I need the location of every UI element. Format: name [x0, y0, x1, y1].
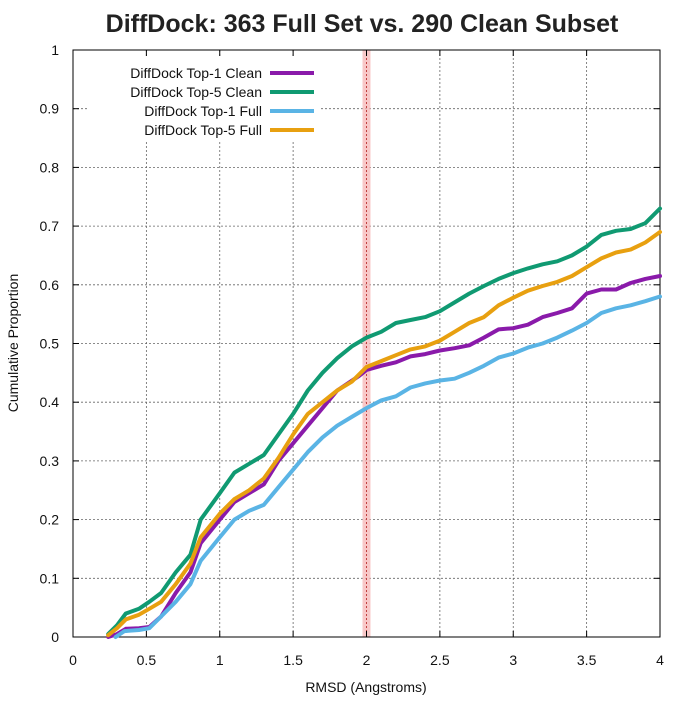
legend: DiffDock Top-1 Clean DiffDock Top-5 Clean… [88, 58, 320, 142]
y-tick-label: 1 [51, 42, 59, 58]
x-tick-labels: 0 0.5 1 1.5 2 2.5 3 3.5 4 [69, 652, 664, 668]
series-line-diffdock-top-1-full [113, 294, 662, 639]
y-tick-label: 0.1 [40, 570, 60, 586]
y-tick-label: 0.2 [40, 512, 60, 528]
tick-marks [72, 49, 661, 638]
series-line-diffdock-top-5-full [106, 230, 662, 638]
x-tick-label: 2.5 [430, 652, 450, 668]
x-tick-label: 1.5 [283, 652, 303, 668]
y-tick-label: 0.7 [40, 218, 60, 234]
y-tick-labels: 0 0.1 0.2 0.3 0.4 0.5 0.6 0.7 0.8 0.9 1 [40, 42, 60, 645]
legend-label: DiffDock Top-5 Full [144, 122, 262, 138]
series-line-diffdock-top-1-clean [106, 274, 662, 639]
x-tick-label: 3 [509, 652, 517, 668]
y-tick-label: 0.8 [40, 159, 60, 175]
x-tick-label: 3.5 [577, 652, 597, 668]
y-tick-label: 0.5 [40, 336, 60, 352]
x-tick-label: 4 [656, 652, 664, 668]
y-tick-label: 0.4 [40, 394, 60, 410]
legend-label: DiffDock Top-1 Clean [130, 65, 262, 81]
y-tick-label: 0.3 [40, 453, 60, 469]
x-axis-label: RMSD (Angstroms) [305, 679, 426, 695]
y-tick-label: 0.9 [40, 101, 60, 117]
legend-label: DiffDock Top-1 Full [144, 103, 262, 119]
y-axis-label: Cumulative Proportion [5, 274, 21, 413]
threshold-band [362, 50, 371, 637]
x-tick-label: 2 [363, 652, 371, 668]
y-tick-label: 0.6 [40, 277, 60, 293]
series-line-diffdock-top-5-clean [106, 206, 662, 637]
y-tick-label: 0 [51, 629, 59, 645]
legend-label: DiffDock Top-5 Clean [130, 84, 262, 100]
chart-title: DiffDock: 363 Full Set vs. 290 Clean Sub… [106, 10, 619, 38]
x-tick-label: 1 [216, 652, 224, 668]
x-tick-label: 0 [69, 652, 77, 668]
series-lines [106, 206, 662, 639]
x-tick-label: 0.5 [137, 652, 157, 668]
